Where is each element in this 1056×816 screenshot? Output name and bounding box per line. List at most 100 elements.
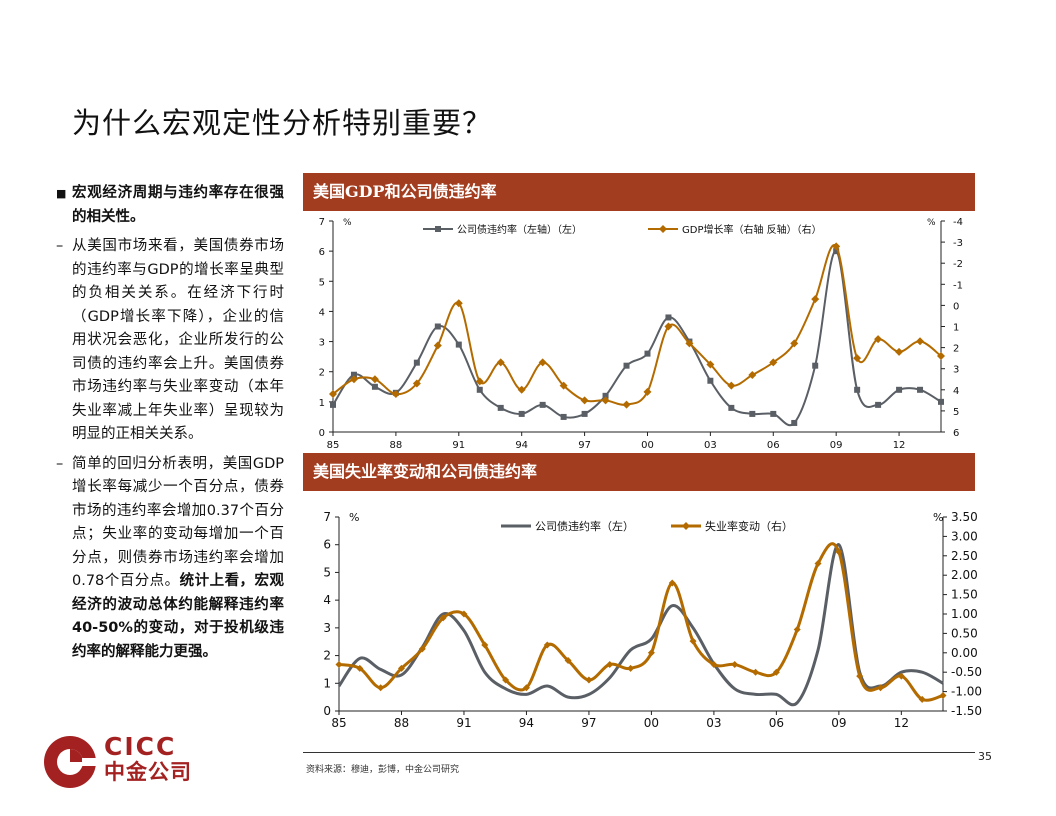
series-1-point	[350, 371, 357, 378]
series-2-point	[522, 684, 530, 692]
series-1-point	[875, 401, 882, 408]
series-1-point	[665, 314, 672, 321]
y-left-tick-label: 3	[323, 621, 331, 635]
y-left-tick-label: 6	[319, 247, 325, 258]
x-tick-label: 88	[390, 440, 403, 451]
y-right-tick-label: 1.00	[951, 607, 978, 621]
cicc-logo-icon	[44, 736, 100, 788]
y-right-tick-label: -1.00	[951, 685, 982, 699]
series-2-point	[349, 375, 358, 384]
x-tick-label: 12	[894, 716, 909, 730]
series-2-point	[706, 360, 715, 369]
series-1-point	[896, 386, 903, 393]
series-2-point	[790, 339, 799, 348]
logo-text: CICC 中金公司	[104, 734, 192, 785]
series-2-point	[685, 339, 694, 348]
series-2-point	[335, 660, 343, 668]
series-2-point	[895, 347, 904, 356]
legend-label-2: GDP增长率（右轴 反轴）（右）	[682, 223, 822, 236]
series-2-point	[916, 337, 925, 346]
y-left-tick-label: 4	[319, 307, 325, 318]
y-right-tick-label: 2.00	[951, 568, 978, 582]
series-2-point	[643, 387, 652, 396]
y-right-tick-label: -4	[953, 217, 963, 228]
series-1-point	[644, 350, 651, 357]
series-2-point	[748, 371, 757, 380]
x-tick-label: 91	[456, 716, 471, 730]
y-left-tick-label: 7	[323, 510, 331, 524]
legend-label-1: 公司债违约率（左轴）（左）	[457, 223, 582, 236]
paragraph-2-bold: 统计上看，宏观经济的波动总体约能解释违约率40-50%的变动，对于投机级违约率的…	[72, 573, 284, 660]
y-left-tick-label: 0	[323, 704, 331, 718]
dash-icon: –	[56, 455, 64, 472]
series-2-point	[460, 610, 468, 618]
series-2-point	[710, 660, 718, 668]
x-tick-label: 00	[644, 716, 659, 730]
bullet-point: ■ 宏观经济周期与违约率存在很强的相关性。	[56, 182, 284, 229]
y-left-unit-label: %	[343, 218, 352, 228]
series-1-point	[371, 383, 378, 390]
y-right-tick-label: 3.50	[951, 510, 978, 524]
y-left-tick-label: 6	[323, 538, 331, 552]
series-2-point	[517, 385, 526, 394]
series-2-point	[793, 626, 801, 634]
unemployment-default-chart: 01234567-1.50-1.00-0.500.000.501.001.502…	[323, 510, 982, 730]
y-right-tick-label: 1	[953, 323, 959, 334]
series-2-point	[727, 381, 736, 390]
series-2-point	[731, 660, 739, 668]
series-1-point	[413, 359, 420, 366]
series-2-point	[329, 390, 337, 399]
y-right-tick-label: 3.00	[951, 529, 978, 543]
series-line-1	[332, 250, 942, 427]
paragraph-2-normal: 简单的回归分析表明，美国GDP增长率每减少一个百分点，债券市场的违约率会增加0.…	[72, 455, 284, 590]
series-2-point	[356, 664, 364, 672]
y-right-tick-label: -0.50	[951, 665, 982, 679]
x-tick-label: 94	[515, 440, 528, 451]
series-1-point	[602, 392, 609, 399]
series-1-point	[770, 410, 777, 417]
y-left-tick-label: 0	[319, 428, 325, 439]
y-right-tick-label: -2	[953, 259, 963, 270]
x-tick-label: 88	[394, 716, 409, 730]
series-1-point	[623, 362, 630, 369]
legend-label-1: 公司债违约率（左）	[535, 519, 634, 533]
y-right-tick-label: 4	[953, 386, 959, 397]
series-1-point	[833, 248, 840, 255]
series-2-point	[856, 672, 864, 680]
series-1-point	[476, 386, 483, 393]
series-2-point	[811, 295, 820, 304]
y-right-tick-label: 2	[953, 344, 959, 355]
series-1-point	[728, 404, 735, 411]
series-2-point	[814, 560, 822, 568]
series-2-point	[622, 400, 631, 409]
y-right-unit-label: %	[933, 511, 943, 524]
series-2-point	[433, 341, 442, 350]
y-right-tick-label: -1	[953, 280, 963, 291]
chart1-header: 美国GDP和公司债违约率	[303, 173, 975, 211]
y-right-tick-label: 5	[953, 407, 959, 418]
series-1-point	[497, 404, 504, 411]
series-1-point	[854, 386, 861, 393]
x-tick-label: 03	[704, 440, 717, 451]
series-2-point	[475, 377, 484, 386]
y-left-tick-label: 1	[323, 676, 331, 690]
y-right-unit-label: %	[927, 218, 936, 228]
legend-label-2: 失业率变动（右）	[705, 519, 793, 533]
y-left-tick-label: 1	[319, 398, 325, 409]
x-tick-label: 12	[893, 440, 906, 451]
legend-marker-2	[659, 225, 667, 233]
series-2-point	[853, 354, 862, 363]
y-right-tick-label: 3	[953, 365, 959, 376]
y-left-tick-label: 5	[319, 277, 325, 288]
series-1-point	[749, 410, 756, 417]
square-bullet-icon: ■	[56, 187, 67, 200]
y-right-tick-label: -1.50	[951, 704, 982, 718]
series-1-point	[812, 362, 819, 369]
series-2-point	[439, 614, 447, 622]
series-2-point	[937, 352, 945, 361]
y-left-tick-label: 7	[319, 217, 325, 228]
series-1-point	[791, 419, 798, 426]
series-2-point	[832, 242, 841, 251]
y-right-tick-label: 0.00	[951, 646, 978, 660]
